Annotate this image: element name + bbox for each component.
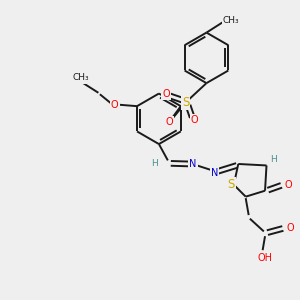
- Text: CH₃: CH₃: [223, 16, 239, 25]
- Text: N: N: [189, 159, 197, 169]
- Text: O: O: [163, 88, 170, 98]
- Text: O: O: [111, 100, 118, 110]
- Text: H: H: [270, 155, 276, 164]
- Text: S: S: [227, 178, 235, 191]
- Text: O: O: [285, 180, 292, 190]
- Text: O: O: [166, 117, 173, 127]
- Text: O: O: [191, 115, 198, 125]
- Text: O: O: [286, 223, 294, 233]
- Text: CH₃: CH₃: [72, 74, 89, 82]
- Text: OH: OH: [257, 254, 272, 263]
- Text: H: H: [151, 159, 158, 168]
- Text: N: N: [211, 168, 218, 178]
- Text: S: S: [182, 96, 189, 109]
